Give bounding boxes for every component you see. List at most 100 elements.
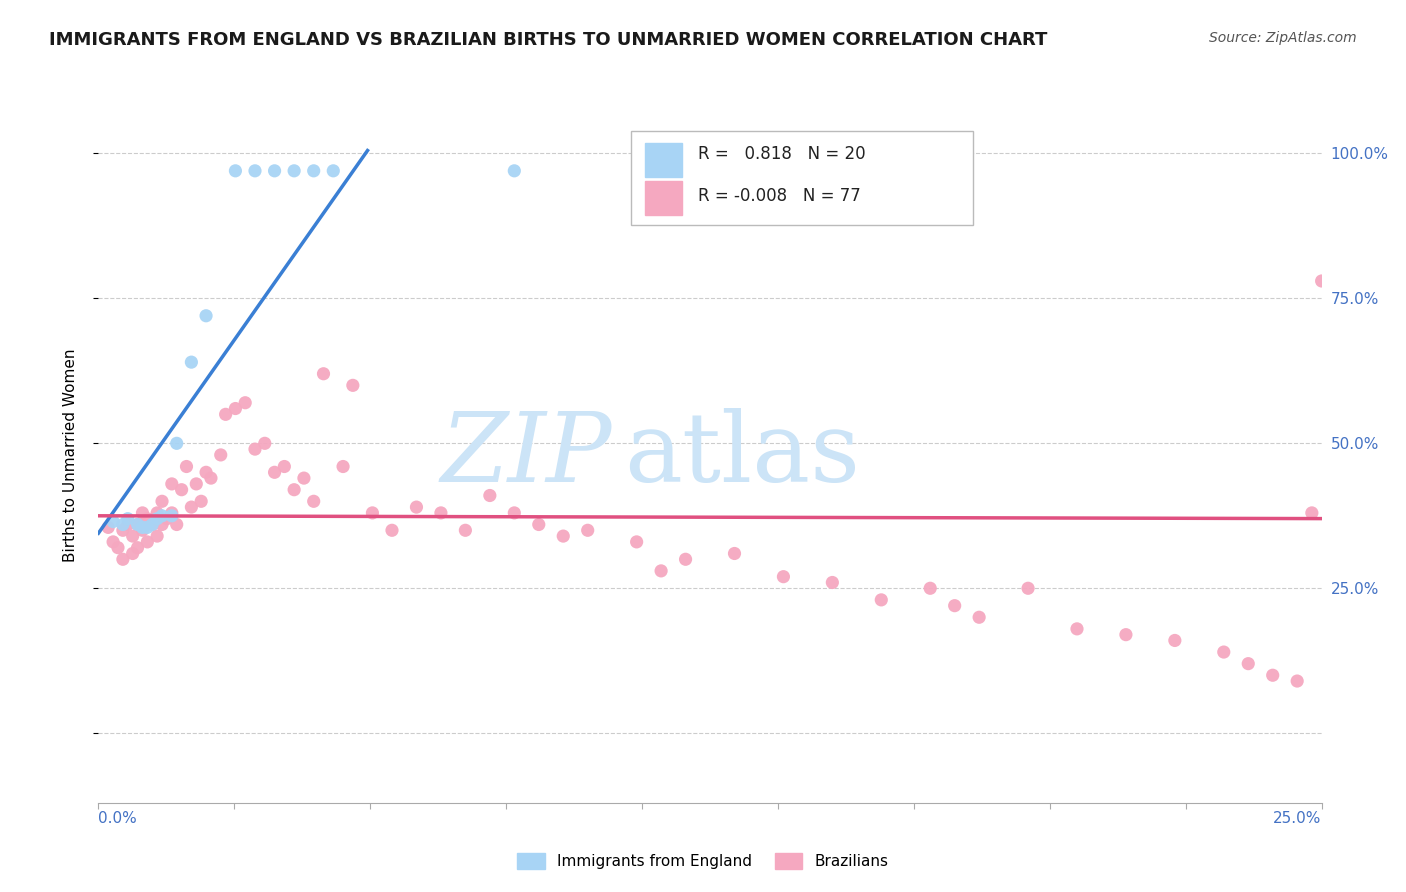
Text: IMMIGRANTS FROM ENGLAND VS BRAZILIAN BIRTHS TO UNMARRIED WOMEN CORRELATION CHART: IMMIGRANTS FROM ENGLAND VS BRAZILIAN BIR…	[49, 31, 1047, 49]
Point	[273, 459, 295, 474]
Point	[166, 436, 188, 450]
Point	[131, 520, 153, 534]
Point	[180, 355, 202, 369]
Point	[503, 164, 526, 178]
Point	[405, 500, 427, 514]
Point	[503, 506, 526, 520]
Legend: Immigrants from England, Brazilians: Immigrants from England, Brazilians	[512, 847, 894, 875]
Text: 0.0%: 0.0%	[98, 812, 138, 827]
Point	[1310, 274, 1333, 288]
Point	[160, 476, 183, 491]
Point	[1066, 622, 1088, 636]
Point	[136, 534, 159, 549]
Point	[195, 466, 218, 480]
Point	[772, 570, 794, 584]
Point	[430, 506, 453, 520]
Point	[322, 164, 344, 178]
Point	[127, 517, 149, 532]
Point	[243, 442, 266, 457]
Point	[127, 541, 149, 555]
Point	[1350, 442, 1372, 457]
Point	[101, 534, 124, 549]
Text: Source: ZipAtlas.com: Source: ZipAtlas.com	[1209, 31, 1357, 45]
Point	[160, 508, 183, 523]
Point	[127, 517, 149, 532]
Point	[675, 552, 697, 566]
Point	[1334, 599, 1357, 613]
Point	[821, 575, 844, 590]
Point	[233, 396, 256, 410]
Point	[131, 506, 153, 520]
Point	[626, 534, 648, 549]
Point	[214, 407, 236, 422]
Point	[1320, 570, 1343, 584]
Bar	[645, 181, 682, 215]
Point	[160, 506, 183, 520]
Point	[195, 309, 218, 323]
Point	[97, 520, 120, 534]
Text: R = -0.008   N = 77: R = -0.008 N = 77	[697, 187, 860, 205]
Point	[136, 520, 159, 534]
Point	[243, 164, 266, 178]
Point	[121, 546, 143, 561]
Point	[107, 541, 129, 555]
Point	[224, 401, 246, 416]
Point	[920, 582, 942, 596]
Point	[146, 511, 169, 525]
Point	[186, 476, 208, 491]
Point	[870, 592, 893, 607]
Point	[342, 378, 364, 392]
Point	[1017, 582, 1039, 596]
Text: R =   0.818   N = 20: R = 0.818 N = 20	[697, 145, 866, 163]
Point	[150, 517, 173, 532]
Point	[478, 489, 501, 503]
Point	[283, 164, 305, 178]
Point	[150, 494, 173, 508]
Bar	[645, 144, 682, 177]
Point	[224, 164, 246, 178]
Point	[136, 511, 159, 525]
Point	[381, 523, 404, 537]
Point	[101, 515, 124, 529]
Point	[150, 508, 173, 523]
Point	[302, 164, 325, 178]
Point	[146, 529, 169, 543]
Point	[253, 436, 276, 450]
Text: ZIP: ZIP	[441, 408, 612, 502]
Point	[292, 471, 315, 485]
Point	[200, 471, 222, 485]
Point	[312, 367, 335, 381]
Point	[190, 494, 212, 508]
Point	[1115, 628, 1137, 642]
Point	[576, 523, 599, 537]
Point	[967, 610, 990, 624]
Point	[361, 506, 384, 520]
Point	[263, 164, 285, 178]
Y-axis label: Births to Unmarried Women: Births to Unmarried Women	[63, 348, 77, 562]
Point	[1301, 506, 1323, 520]
Point	[146, 506, 169, 520]
Point	[283, 483, 305, 497]
Point	[121, 529, 143, 543]
Point	[209, 448, 232, 462]
Point	[454, 523, 477, 537]
Point	[1237, 657, 1260, 671]
Point	[170, 483, 193, 497]
Text: atlas: atlas	[624, 408, 860, 502]
Point	[1261, 668, 1284, 682]
Text: 25.0%: 25.0%	[1274, 812, 1322, 827]
Point	[650, 564, 672, 578]
Point	[1164, 633, 1187, 648]
Point	[141, 517, 163, 532]
Point	[263, 466, 285, 480]
Point	[1212, 645, 1234, 659]
Point	[527, 517, 550, 532]
Point	[141, 517, 163, 532]
Point	[166, 517, 188, 532]
Point	[723, 546, 745, 561]
Point	[117, 511, 139, 525]
Point	[1286, 674, 1309, 689]
Point	[302, 494, 325, 508]
Point	[156, 511, 179, 525]
Point	[111, 517, 134, 532]
